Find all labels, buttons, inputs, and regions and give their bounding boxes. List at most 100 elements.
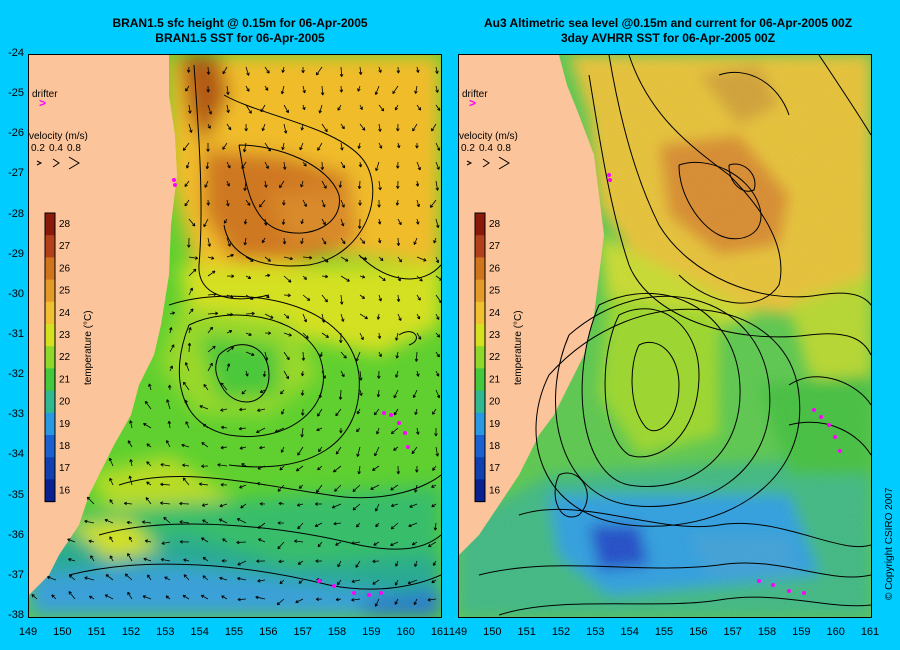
velocity-arrow xyxy=(411,446,418,455)
longitude-tick-label: 158 xyxy=(757,626,777,638)
velocity-arrow xyxy=(169,344,175,353)
velocity-arrow xyxy=(395,332,399,341)
drifter-tracks xyxy=(172,178,410,597)
velocity-arrow xyxy=(221,595,228,600)
velocity-arrow xyxy=(283,275,292,283)
velocity-arrow xyxy=(283,104,289,114)
velocity-arrow xyxy=(299,142,304,151)
velocity-arrow xyxy=(240,503,247,509)
velocity-arrow xyxy=(407,579,418,585)
velocity-arrow xyxy=(435,104,441,111)
velocity-arrow xyxy=(169,327,173,334)
velocity-arrow xyxy=(279,465,285,471)
velocity-arrow xyxy=(395,199,400,206)
velocity-arrow xyxy=(374,503,380,512)
latitude-tick-label: -26 xyxy=(8,127,24,140)
velocity-arrow xyxy=(414,484,418,493)
velocity-arrow xyxy=(243,237,248,246)
colorbar-swatch xyxy=(475,301,485,325)
velocity-arrow xyxy=(321,370,326,379)
velocity-arrow xyxy=(243,218,248,225)
velocity-arrow xyxy=(245,66,250,76)
velocity-arrow xyxy=(67,538,76,543)
colorbar-swatch xyxy=(475,257,485,281)
velocity-arrow xyxy=(160,501,171,505)
velocity-arrow xyxy=(394,598,399,605)
velocity-arrow xyxy=(185,161,190,169)
colorbar-tick-label: 21 xyxy=(489,374,501,385)
velocity-arrow xyxy=(259,502,266,506)
velocity-arrow xyxy=(264,85,269,91)
velocity-arrow xyxy=(184,199,190,207)
velocity-arrow xyxy=(337,104,342,111)
velocity-arrow xyxy=(414,351,419,362)
velocity-arrow xyxy=(300,123,305,131)
velocity-arrow xyxy=(264,331,272,335)
velocity-arrow xyxy=(377,237,382,244)
velocity-arrow xyxy=(302,85,306,94)
velocity-arrow xyxy=(359,275,366,279)
longitude-tick-label: 159 xyxy=(792,626,811,638)
copyright-text: © Copyright CSIRO 2007 xyxy=(884,487,895,600)
velocity-arrow xyxy=(245,256,254,262)
velocity-arrow xyxy=(166,440,171,448)
colorbar-tick-label: 22 xyxy=(59,352,71,363)
velocity-arrow xyxy=(163,516,171,524)
colorbar-tick-label: 19 xyxy=(489,419,501,430)
velocity-arrow xyxy=(206,199,211,206)
velocity-arrow xyxy=(435,142,441,151)
velocity-arrow xyxy=(202,519,209,524)
colorbar-swatch xyxy=(475,213,485,236)
colorbar-swatch xyxy=(45,435,55,458)
velocity-arrow xyxy=(142,595,152,600)
velocity-arrow xyxy=(146,461,152,467)
velocity-arrow xyxy=(185,421,190,429)
velocity-arrow xyxy=(316,427,323,432)
velocity-arrow xyxy=(244,123,248,132)
velocity-arrow xyxy=(321,294,328,303)
velocity-arrow xyxy=(357,142,362,149)
longitude-tick-label: 154 xyxy=(190,626,209,638)
velocity-arrow xyxy=(129,420,133,429)
velocity-arrow xyxy=(84,576,95,581)
velocity-arrow xyxy=(207,270,216,277)
velocity-arrow xyxy=(46,575,57,581)
velocity-arrow xyxy=(243,180,247,191)
velocity-arrow xyxy=(393,389,399,399)
velocity-arrow xyxy=(255,595,266,600)
velocity-arrow xyxy=(335,446,342,455)
velocity-arrow xyxy=(226,330,233,334)
longitude-tick-label: 161 xyxy=(860,626,880,638)
velocity-arrow xyxy=(395,560,399,567)
velocity-arrow xyxy=(257,465,266,470)
velocity-arrow xyxy=(160,557,171,562)
colorbar-swatch xyxy=(45,479,55,503)
velocity-arrow xyxy=(300,218,304,225)
colorbar-tick-label: 24 xyxy=(59,308,71,319)
velocity-arrow xyxy=(205,161,210,170)
velocity-arrow xyxy=(123,501,133,506)
velocity-arrow xyxy=(167,420,172,429)
velocity-arrow xyxy=(283,351,290,361)
velocity-arrow xyxy=(105,574,114,581)
longitude-tick-label: 153 xyxy=(586,626,605,638)
velocity-arrow xyxy=(395,370,399,378)
longitude-tick-label: 161 xyxy=(430,626,450,638)
velocity-arrow xyxy=(226,180,230,187)
colorbar-swatch xyxy=(45,346,55,369)
colorbar-tick-label: 27 xyxy=(489,241,501,252)
velocity-arrow xyxy=(200,594,209,600)
velocity-arrow xyxy=(300,408,305,416)
velocity-arrow xyxy=(207,362,213,372)
velocity-arrow xyxy=(356,427,361,433)
velocity-arrow xyxy=(395,351,399,359)
velocity-arrow xyxy=(321,332,329,338)
velocity-arrow xyxy=(396,294,401,302)
left-map-svg: drifter > velocity (m/s) 0.2 0.4 0.8 282… xyxy=(29,55,441,617)
velocity-arrow xyxy=(396,123,400,132)
velocity-arrow xyxy=(415,142,419,149)
velocity-arrow xyxy=(206,85,210,93)
longitude-tick-label: 154 xyxy=(620,626,639,638)
velocity-arrow xyxy=(188,287,193,296)
velocity-scale-arrows xyxy=(36,156,80,170)
